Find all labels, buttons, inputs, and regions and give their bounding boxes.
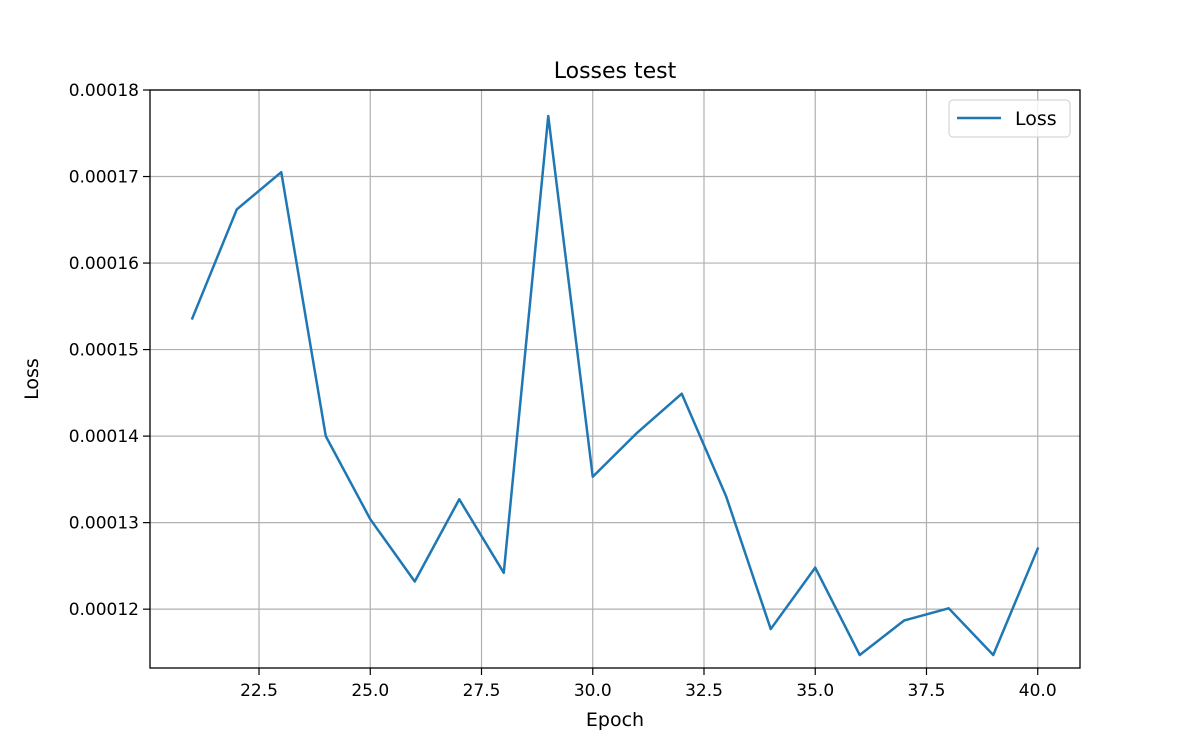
plot-area-frame <box>149 89 1081 669</box>
x-axis-label: Epoch <box>586 709 644 731</box>
x-tick-label: 32.5 <box>685 681 723 701</box>
x-axis-ticks: 22.5 25.0 27.5 30.0 32.5 35.0 37.5 40.0 <box>240 668 1057 701</box>
y-tick-label: 0.00017 <box>69 168 139 188</box>
legend-series-label: Loss <box>1015 108 1057 130</box>
x-tick-label: 27.5 <box>463 681 501 701</box>
y-tick-label: 0.00016 <box>69 254 139 274</box>
series-line-loss <box>190 114 1040 657</box>
y-tick-label: 0.00012 <box>69 600 139 620</box>
x-tick-label: 40.0 <box>1019 681 1057 701</box>
y-tick-label: 0.00018 <box>69 81 139 101</box>
y-tick-label: 0.00013 <box>69 514 139 534</box>
y-tick-label: 0.00014 <box>69 427 139 447</box>
y-axis-ticks: 0.00012 0.00013 0.00014 0.00015 0.00016 0.000… <box>69 81 150 620</box>
x-tick-label: 37.5 <box>908 681 946 701</box>
legend-box <box>948 99 1071 138</box>
chart-title: Losses test <box>554 59 677 84</box>
x-tick-label: 22.5 <box>240 681 278 701</box>
x-tick-label: 30.0 <box>574 681 612 701</box>
x-tick-label: 25.0 <box>351 681 389 701</box>
y-axis-label: Loss <box>21 358 43 400</box>
series-lines <box>190 114 1040 657</box>
legend: Loss <box>948 99 1071 138</box>
x-tick-label: 35.0 <box>796 681 834 701</box>
y-tick-label: 0.00015 <box>69 341 139 361</box>
